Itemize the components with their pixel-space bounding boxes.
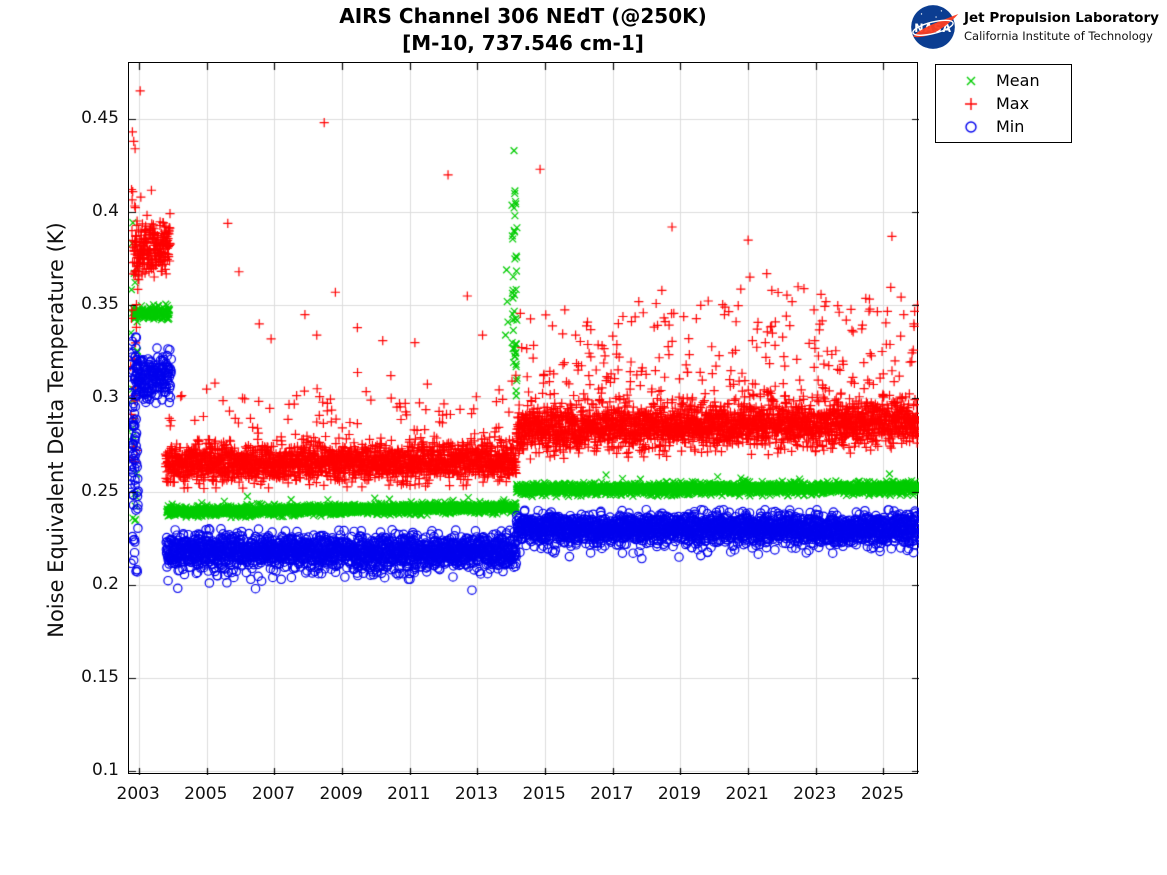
y-tick-label: 0.35 [81,294,119,315]
chart-subtitle: [M-10, 737.546 cm-1] [402,31,644,55]
legend-item-max: Max [936,92,1071,115]
x-tick-label: 2003 [116,784,160,804]
y-tick-label: 0.25 [81,480,119,501]
x-tick-label: 2007 [251,784,296,804]
chart-title: AIRS Channel 306 NEdT (@250K) [339,4,707,28]
x-tick-label: 2015 [522,784,566,804]
caltech-name: California Institute of Technology [964,29,1153,43]
y-tick-label: 0.3 [91,387,119,408]
x-tick-label: 2019 [657,784,702,804]
x-tick-label: 2025 [860,784,905,804]
y-tick-label: 0.1 [91,760,119,781]
legend-label: Min [996,117,1025,136]
nasa-meatball-icon: NASA [910,4,959,50]
legend-item-min: Min [936,115,1071,138]
x-tick-label: 2011 [387,784,431,804]
plot-area [128,62,919,775]
legend-box: Mean Max Min [935,64,1072,143]
y-tick-label: 0.4 [91,201,119,222]
x-tick-label: 2013 [454,784,499,804]
legend-item-mean: Mean [936,69,1071,92]
legend-label: Mean [996,71,1040,90]
jpl-wordmark: Jet Propulsion Laboratory California Ins… [964,10,1159,43]
y-tick-label: 0.45 [81,107,119,128]
mean-marker-icon [958,71,984,90]
x-tick-label: 2017 [590,784,634,804]
jpl-name: Jet Propulsion Laboratory [964,10,1159,26]
max-marker-icon [958,94,984,113]
x-tick-label: 2021 [725,784,769,804]
y-tick-label: 0.15 [81,667,119,688]
orbit-ring [912,19,954,36]
legend-label: Max [996,94,1030,113]
scatter-plot-canvas [129,63,919,775]
min-marker-icon [958,117,984,136]
x-tick-label: 2023 [793,784,837,804]
x-tick-label: 2009 [319,784,363,804]
y-tick-label: 0.2 [91,573,119,594]
x-tick-label: 2005 [184,784,228,804]
